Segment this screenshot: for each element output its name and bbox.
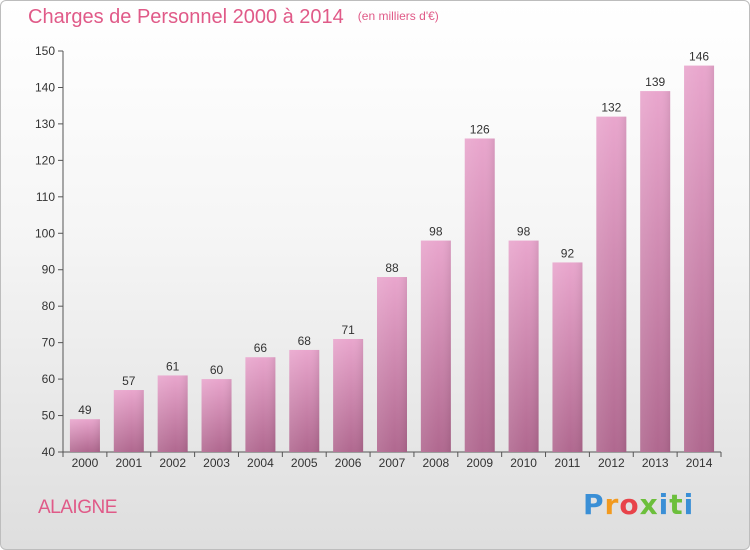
bar-value-label: 139	[645, 75, 665, 89]
bar-shade	[684, 65, 715, 452]
x-tick-label: 2011	[555, 456, 581, 470]
y-tick-label: 150	[35, 44, 55, 58]
bar-shade	[508, 240, 539, 452]
y-tick-label: 90	[42, 263, 56, 277]
y-tick-label: 80	[42, 299, 56, 313]
y-tick-label: 130	[35, 117, 55, 131]
y-tick-label: 70	[42, 336, 56, 350]
bar-value-label: 68	[298, 334, 312, 348]
bar-shade	[157, 375, 188, 452]
x-tick-label: 2014	[686, 456, 713, 470]
bar-shade	[464, 138, 495, 452]
bar-value-label: 126	[470, 122, 490, 136]
bar-value-label: 98	[429, 225, 443, 239]
bar-value-label: 60	[210, 363, 224, 377]
chart-unit: (en milliers d'€)	[357, 9, 439, 23]
bar-shade	[333, 338, 364, 452]
bar-value-label: 98	[517, 225, 531, 239]
y-tick-label: 110	[36, 190, 55, 204]
x-tick-label: 2006	[335, 456, 362, 470]
bar-shade	[201, 379, 232, 452]
bar-value-label: 132	[601, 101, 621, 115]
chart-title: Charges de Personnel 2000 à 2014 (en mill…	[28, 6, 439, 29]
y-tick-label: 40	[42, 445, 56, 459]
x-tick-label: 2005	[291, 456, 318, 470]
y-tick-label: 50	[42, 409, 56, 423]
x-tick-label: 2010	[510, 456, 537, 470]
bar-shade	[113, 390, 144, 452]
y-tick-label: 60	[42, 372, 56, 386]
bar-value-label: 146	[689, 50, 709, 64]
x-tick-label: 2000	[72, 456, 99, 470]
x-tick-label: 2012	[598, 456, 625, 470]
x-tick-label: 2007	[379, 456, 406, 470]
x-tick-label: 2009	[466, 456, 493, 470]
x-tick-label: 2013	[642, 456, 669, 470]
bar-value-label: 49	[78, 403, 92, 417]
y-tick-label: 100	[35, 226, 55, 240]
x-tick-label: 2002	[159, 456, 186, 470]
y-tick-label: 140	[35, 80, 55, 94]
commune-name: ALAIGNE	[38, 497, 117, 518]
y-tick-label: 120	[35, 153, 55, 167]
x-tick-label: 2004	[247, 456, 274, 470]
bar-shade	[69, 419, 100, 452]
bar-value-label: 57	[122, 374, 136, 388]
bar-value-label: 61	[166, 359, 180, 373]
proxiti-logo: Proxiti	[583, 488, 695, 521]
chart-title-text: Charges de Personnel 2000 à 2014	[28, 6, 344, 28]
bar-shade	[245, 357, 276, 452]
bar-value-label: 66	[254, 341, 268, 355]
bar-shade	[377, 277, 407, 452]
bar-value-label: 92	[561, 246, 575, 260]
bar-shade	[420, 240, 451, 452]
x-tick-label: 2003	[203, 456, 230, 470]
bar-shade	[552, 262, 583, 452]
bar-shade	[640, 91, 671, 452]
bar-shade	[289, 349, 320, 452]
bar-value-label: 88	[385, 261, 399, 275]
bar-value-label: 71	[341, 323, 355, 337]
x-tick-label: 2001	[115, 456, 142, 470]
x-tick-label: 2008	[423, 456, 450, 470]
bar-shade	[596, 116, 627, 453]
